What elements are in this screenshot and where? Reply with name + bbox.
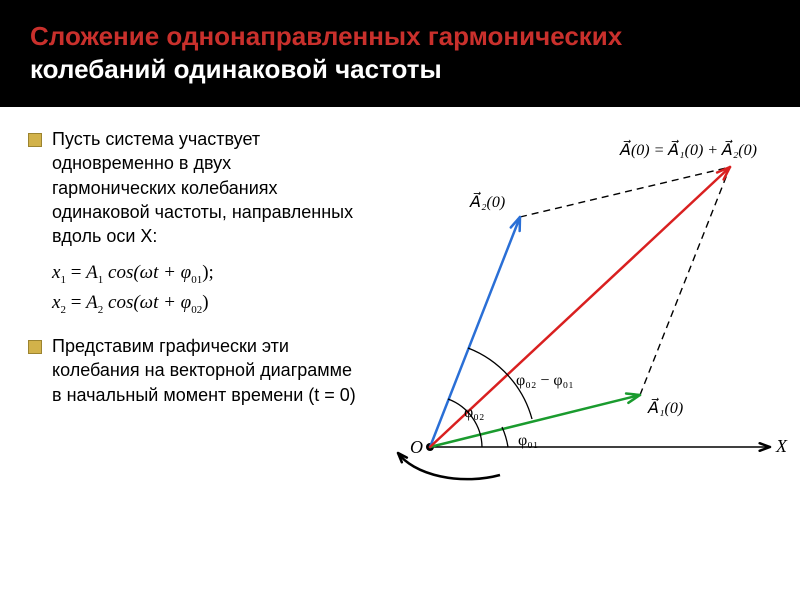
svg-text:φ₀₂ − φ₀₁: φ₀₂ − φ₀₁ [516, 372, 574, 389]
slide-title: Сложение однонаправленных гармонических … [30, 20, 770, 85]
svg-text:φ₀₂: φ₀₂ [464, 404, 484, 421]
title-line-1: Сложение однонаправленных гармонических [30, 21, 622, 51]
vector-diagram: X Oφ₀₁ φ₀₂ φ₀₂ − φ₀₁ A⃗₁(0) A⃗₂(0) A⃗(0) = A⃗₁… [370, 127, 790, 507]
svg-text:A⃗₂(0): A⃗₂(0) [469, 191, 505, 211]
equation-1: x1 = A1 cos(ωt + φ01); [52, 262, 360, 286]
svg-text:A⃗(0) = A⃗₁(0) + A⃗₂(0): A⃗(0) = A⃗₁(0) + A⃗₂(0) [619, 139, 757, 159]
svg-text:O: O [410, 437, 423, 457]
svg-text:X: X [775, 436, 788, 456]
text-column: Пусть система участвует одновременно в д… [10, 127, 370, 507]
bullet-1-text: Пусть система участвует одновременно в д… [52, 129, 353, 246]
svg-text:A⃗₁(0): A⃗₁(0) [647, 397, 683, 417]
equations-block: x1 = A1 cos(ωt + φ01); x2 = A2 cos(ωt + … [28, 262, 360, 316]
svg-text:φ₀₁: φ₀₁ [518, 432, 538, 449]
bullet-2-text: Представим графически эти колебания на в… [52, 336, 356, 405]
equation-2: x2 = A2 cos(ωt + φ02) [52, 292, 360, 316]
bullet-2: Представим графически эти колебания на в… [28, 334, 360, 407]
bullet-1: Пусть система участвует одновременно в д… [28, 127, 360, 248]
diagram-column: X Oφ₀₁ φ₀₂ φ₀₂ − φ₀₁ A⃗₁(0) A⃗₂(0) A⃗(0) = A⃗₁… [370, 127, 790, 507]
title-line-2: колебаний одинаковой частоты [30, 54, 442, 84]
slide-header: Сложение однонаправленных гармонических … [0, 0, 800, 107]
slide-body: Пусть система участвует одновременно в д… [0, 107, 800, 517]
